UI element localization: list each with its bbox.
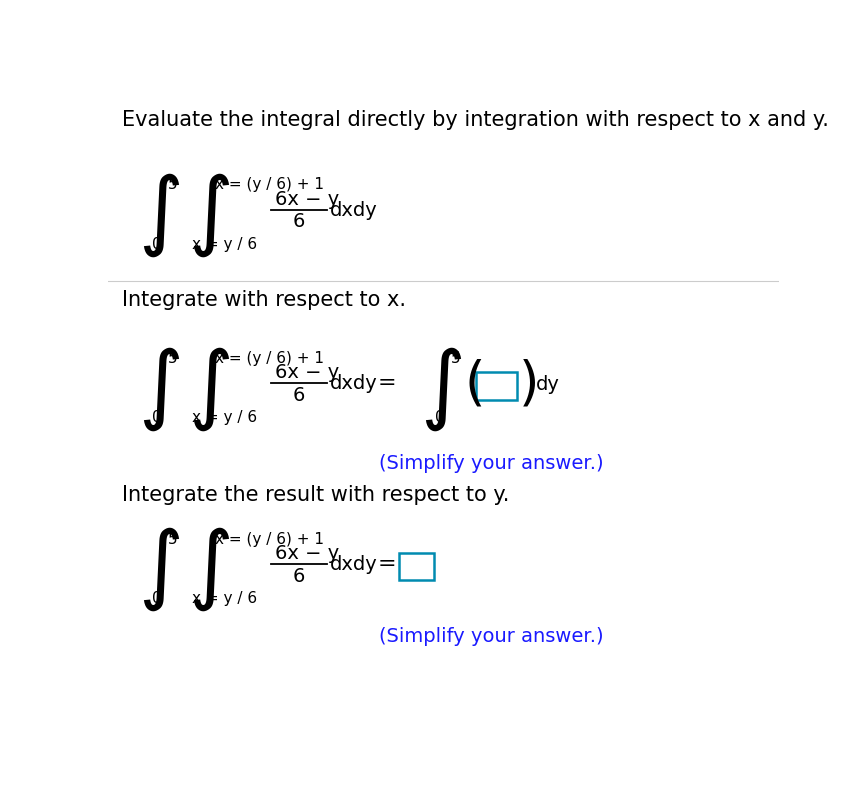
Text: Integrate with respect to x.: Integrate with respect to x. <box>122 290 406 310</box>
Text: 0: 0 <box>152 591 162 606</box>
Text: 5: 5 <box>168 532 178 546</box>
Text: $\int$: $\int$ <box>138 345 179 433</box>
Text: x = y / 6: x = y / 6 <box>192 410 257 425</box>
Text: =: = <box>378 373 397 393</box>
Text: =: = <box>378 554 397 574</box>
Text: 5: 5 <box>168 351 178 365</box>
Text: 6: 6 <box>293 566 305 586</box>
Text: 5: 5 <box>168 177 178 192</box>
Text: 6: 6 <box>293 385 305 405</box>
Text: 6x − y: 6x − y <box>275 363 339 382</box>
Text: ): ) <box>519 358 540 410</box>
Text: x = y / 6: x = y / 6 <box>192 591 257 606</box>
Text: dxdy: dxdy <box>330 555 378 574</box>
Text: x = (y / 6) + 1: x = (y / 6) + 1 <box>215 532 324 546</box>
Text: 0: 0 <box>152 237 162 252</box>
FancyBboxPatch shape <box>476 372 517 400</box>
Text: x = (y / 6) + 1: x = (y / 6) + 1 <box>215 177 324 192</box>
Text: $\int$: $\int$ <box>421 345 462 433</box>
Text: Integrate the result with respect to y.: Integrate the result with respect to y. <box>122 485 509 505</box>
Text: 6: 6 <box>293 212 305 231</box>
Text: 5: 5 <box>451 351 461 365</box>
Text: 0: 0 <box>436 410 445 425</box>
Text: 6x − y: 6x − y <box>275 544 339 563</box>
Text: $\int$: $\int$ <box>138 171 179 260</box>
Text: dy: dy <box>536 375 560 393</box>
Text: $\int$: $\int$ <box>188 345 230 433</box>
Text: dxdy: dxdy <box>330 374 378 392</box>
Text: (Simplify your answer.): (Simplify your answer.) <box>379 454 604 473</box>
Text: dxdy: dxdy <box>330 200 378 219</box>
Text: x = y / 6: x = y / 6 <box>192 237 257 252</box>
Text: $\int$: $\int$ <box>188 171 230 260</box>
Text: $\int$: $\int$ <box>188 526 230 614</box>
Text: (: ( <box>465 358 485 410</box>
Text: $\int$: $\int$ <box>138 526 179 614</box>
Text: 6x − y: 6x − y <box>275 190 339 208</box>
FancyBboxPatch shape <box>399 553 434 581</box>
Text: Evaluate the integral directly by integration with respect to x and y.: Evaluate the integral directly by integr… <box>122 110 829 130</box>
Text: x = (y / 6) + 1: x = (y / 6) + 1 <box>215 351 324 365</box>
Text: 0: 0 <box>152 410 162 425</box>
Text: (Simplify your answer.): (Simplify your answer.) <box>379 627 604 646</box>
